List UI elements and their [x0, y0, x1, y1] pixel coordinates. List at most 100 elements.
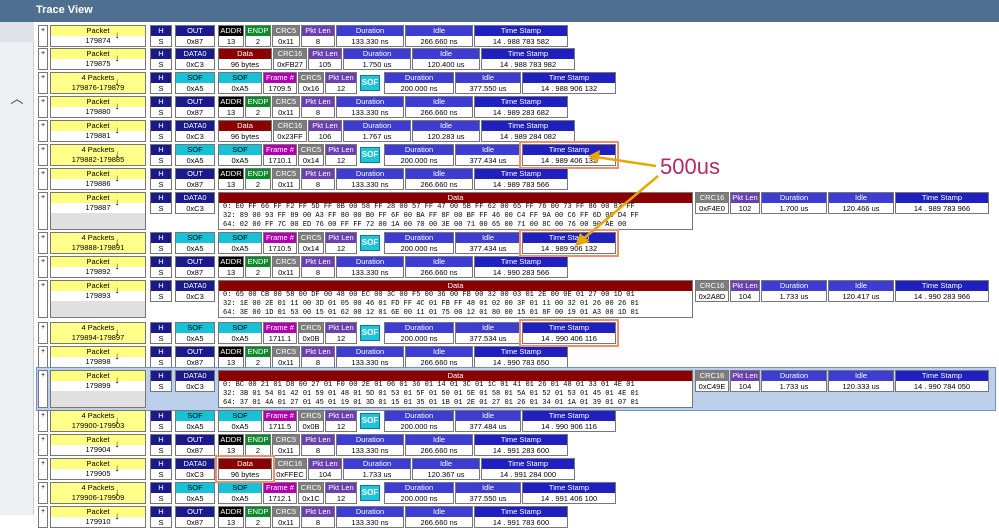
expand-toggle-icon[interactable]: +	[38, 280, 48, 318]
expand-toggle-icon[interactable]: +	[38, 144, 48, 166]
pktlen-cell: Pkt Len 12	[325, 482, 357, 504]
trace-row[interactable]: + Packet 179904 ↓ H S OUT 0x87 ADDR 13 ENDP 2 CRC5 0x…	[38, 434, 998, 456]
trace-row[interactable]: +4 Packets 179888-179891 ↓ H S SOF 0xA5 SOF 0xA5…	[38, 232, 998, 254]
expand-toggle-icon[interactable]: +	[38, 72, 48, 94]
token-cell-value: 0xC3	[176, 291, 214, 301]
packet-group[interactable]: Packet 179886	[50, 168, 146, 190]
crc16-cell: CRC16 0xF4E0	[695, 192, 729, 214]
packet-group[interactable]: Packet 179874	[50, 25, 146, 47]
addr-cell-header: ADDR	[219, 26, 243, 36]
expand-toggle-icon[interactable]: +	[38, 346, 48, 368]
expand-toggle-icon[interactable]: +	[38, 256, 48, 278]
packet-group[interactable]: 4 Packets 179882-179885	[50, 144, 146, 166]
token-cell-value: 0xA5	[176, 243, 214, 253]
packet-group[interactable]: 4 Packets 179894-179897	[50, 322, 146, 344]
token-cell: OUT 0x87	[175, 25, 215, 47]
crc5-cell-value: 0x11	[273, 517, 299, 527]
expand-toggle-icon[interactable]: +	[38, 482, 48, 504]
packet-id: 179906-179909	[71, 493, 125, 502]
trace-row[interactable]: + Packet 179899 ↓ H S DATA0 0xC3 Data 0: BC 00 21…	[38, 370, 998, 408]
trace-row[interactable]: + Packet 179887 ↓ H S DATA0 0xC3 Data 0: E0 FF 66…	[38, 192, 998, 230]
pktlen-cell-header: Pkt Len	[302, 97, 334, 107]
duration-cell-header: Duration	[337, 26, 403, 36]
packet-group[interactable]: Packet 179875	[50, 48, 146, 70]
trace-row[interactable]: +4 Packets 179900-179903 ↓ H S SOF 0xA5 SOF 0xA5…	[38, 410, 998, 432]
trace-row[interactable]: + Packet 179881 ↓ H S DATA0 0xC3 Data 96 bytes CRC…	[38, 120, 998, 142]
packet-group[interactable]: Packet 179880	[50, 96, 146, 118]
sof-expand-button[interactable]: SOF	[360, 485, 380, 501]
packet-group[interactable]: 4 Packets 179876-179879	[50, 72, 146, 94]
duration-cell-header: Duration	[337, 97, 403, 107]
expand-toggle-icon[interactable]: +	[38, 322, 48, 344]
expand-toggle-icon[interactable]: +	[38, 370, 48, 408]
trace-row[interactable]: + Packet 179893 ↓ H S DATA0 0xC3 Data 0: 65 00 CB…	[38, 280, 998, 318]
packet-group[interactable]: Packet 179892	[50, 256, 146, 278]
expand-toggle-icon[interactable]: +	[38, 168, 48, 190]
duration-cell-header: Duration	[344, 121, 410, 131]
packet-group[interactable]: 4 Packets 179906-179909	[50, 482, 146, 504]
trace-row[interactable]: + Packet 179886 ↓ H S OUT 0x87 ADDR 13 ENDP 2 CRC5 0x…	[38, 168, 998, 190]
sof-expand-button[interactable]: SOF	[360, 413, 380, 429]
sof-expand-button[interactable]: SOF	[360, 75, 380, 91]
token-cell-header: OUT	[176, 257, 214, 267]
packet-group[interactable]: 4 Packets 179900-179903	[50, 410, 146, 432]
frame-cell-value: 1711.1	[264, 333, 296, 343]
expand-toggle-icon[interactable]: +	[38, 232, 48, 254]
packet-group[interactable]: 4 Packets 179888-179891	[50, 232, 146, 254]
trace-row[interactable]: +4 Packets 179894-179897 ↓ H S SOF 0xA5 SOF 0xA5…	[38, 322, 998, 344]
sof-expand-button[interactable]: SOF	[360, 235, 380, 251]
speed-cell-header: H	[151, 169, 171, 179]
sof-cell-header: SOF	[219, 323, 261, 333]
trace-row[interactable]: +4 Packets 179882-179885 ↓ H S SOF 0xA5 SOF 0xA5…	[38, 144, 998, 166]
trace-row[interactable]: + Packet 179875 ↓ H S DATA0 0xC3 Data 96 bytes CRC…	[38, 48, 998, 70]
direction-arrow-icon: ↓	[114, 351, 120, 362]
packet-group[interactable]: Packet 179893	[50, 280, 146, 318]
trace-row[interactable]: + Packet 179874 ↓ H S OUT 0x87 ADDR 13 ENDP 2 CRC5 0x…	[38, 25, 998, 47]
packet-group[interactable]: Packet 179905	[50, 458, 146, 480]
speed-cell-header: H	[151, 459, 171, 469]
trace-list[interactable]: + Packet 179874 ↓ H S OUT 0x87 ADDR 13 ENDP 2 CRC5 0x…	[34, 22, 999, 528]
duration-cell-header: Duration	[762, 371, 826, 381]
trace-row[interactable]: +4 Packets 179876-179879 ↓ H S SOF 0xA5 SOF 0xA5…	[38, 72, 998, 94]
trace-row[interactable]: + Packet 179898 ↓ H S OUT 0x87 ADDR 13 ENDP 2 CRC5 0x…	[38, 346, 998, 368]
expand-toggle-icon[interactable]: +	[38, 434, 48, 456]
crc5-cell-header: CRC5	[273, 507, 299, 517]
sof-expand-button[interactable]: SOF	[360, 147, 380, 163]
packet-id: 179881	[51, 131, 145, 141]
direction-arrow-icon: ↓	[114, 415, 120, 426]
trace-row[interactable]: + Packet 179905 ↓ H S DATA0 0xC3 Data 96 bytes CRC…	[38, 458, 998, 480]
data-payload: Data 0: E0 FF 66 FF F2 FF 5D FF 0B 00 58 …	[218, 192, 693, 230]
endp-cell: ENDP 2	[245, 434, 271, 456]
timestamp-cell: Time Stamp 14 . 989 284 082	[481, 120, 575, 142]
sof-expand-button[interactable]: SOF	[360, 325, 380, 341]
expand-toggle-icon[interactable]: +	[38, 192, 48, 230]
timestamp-cell-header: Time Stamp	[475, 347, 567, 357]
expand-toggle-icon[interactable]: +	[38, 96, 48, 118]
duration-cell: Duration 1.733 us	[761, 370, 827, 392]
trace-row[interactable]: + Packet 179910 ↓ H S OUT 0x87 ADDR 13 ENDP 2 CRC5 0x…	[38, 506, 998, 528]
frame-cell-value: 1709.5	[264, 83, 296, 93]
pktlen-cell-header: Pkt Len	[326, 323, 356, 333]
expand-toggle-icon[interactable]: +	[38, 25, 48, 47]
packet-group[interactable]: Packet 179899	[50, 370, 146, 408]
trace-row[interactable]: + Packet 179880 ↓ H S OUT 0x87 ADDR 13 ENDP 2 CRC5 0x…	[38, 96, 998, 118]
trace-row[interactable]: +4 Packets 179906-179909 ↓ H S SOF 0xA5 SOF 0xA5…	[38, 482, 998, 504]
packet-group[interactable]: Packet 179910	[50, 506, 146, 528]
expand-toggle-icon[interactable]: +	[38, 458, 48, 480]
packet-group[interactable]: Packet 179898	[50, 346, 146, 368]
expand-toggle-icon[interactable]: +	[38, 410, 48, 432]
packet-group[interactable]: Packet 179881	[50, 120, 146, 142]
expand-toggle-icon[interactable]: +	[38, 120, 48, 142]
data-cell-value: 96 bytes	[219, 469, 271, 479]
expand-toggle-icon[interactable]: +	[38, 506, 48, 528]
collapse-up-icon[interactable]: ︿	[10, 91, 24, 106]
packet-group[interactable]: Packet 179887	[50, 192, 146, 230]
pktlen-cell-value: 12	[326, 83, 356, 93]
packet-group[interactable]: Packet 179904	[50, 434, 146, 456]
duration-cell: Duration 1.733 us	[343, 458, 411, 480]
trace-row[interactable]: + Packet 179892 ↓ H S OUT 0x87 ADDR 13 ENDP 2 CRC5 0x…	[38, 256, 998, 278]
expand-toggle-icon[interactable]: +	[38, 48, 48, 70]
idle-cell: Idle 266.660 ns	[405, 256, 473, 278]
speed-cell-header: H	[151, 97, 171, 107]
